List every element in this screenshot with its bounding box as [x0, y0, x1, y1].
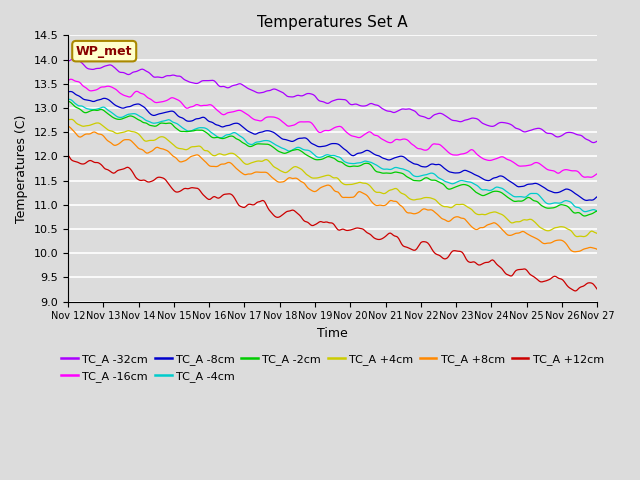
TC_A -4cm: [581, 209, 589, 215]
TC_A +8cm: [111, 143, 119, 148]
TC_A +8cm: [344, 194, 351, 200]
TC_A -4cm: [417, 173, 425, 179]
TC_A -16cm: [284, 123, 291, 129]
TC_A +12cm: [593, 287, 601, 292]
TC_A +12cm: [432, 251, 440, 257]
Line: TC_A -8cm: TC_A -8cm: [68, 92, 597, 201]
TC_A -16cm: [417, 146, 425, 152]
TC_A -16cm: [593, 171, 601, 177]
Line: TC_A +4cm: TC_A +4cm: [68, 120, 597, 237]
TC_A -2cm: [282, 150, 290, 156]
TC_A +4cm: [64, 117, 72, 122]
TC_A -32cm: [71, 56, 79, 62]
TC_A -2cm: [64, 98, 72, 104]
TC_A -8cm: [417, 163, 425, 169]
TC_A +12cm: [111, 170, 119, 176]
TC_A -2cm: [581, 213, 589, 219]
TC_A -8cm: [582, 198, 590, 204]
TC_A +12cm: [415, 241, 423, 247]
Line: TC_A -4cm: TC_A -4cm: [68, 99, 597, 212]
TC_A -16cm: [586, 174, 594, 180]
TC_A -4cm: [78, 103, 86, 109]
TC_A -4cm: [65, 96, 73, 102]
TC_A -4cm: [346, 160, 353, 166]
TC_A -32cm: [589, 140, 597, 145]
TC_A -32cm: [593, 138, 601, 144]
TC_A -8cm: [64, 89, 72, 95]
TC_A +8cm: [572, 249, 579, 255]
TC_A -4cm: [433, 174, 441, 180]
X-axis label: Time: Time: [317, 327, 348, 340]
TC_A +12cm: [282, 209, 290, 215]
TC_A -4cm: [593, 208, 601, 214]
TC_A +8cm: [415, 209, 423, 215]
TC_A -4cm: [284, 147, 291, 153]
TC_A -8cm: [433, 162, 441, 168]
TC_A +4cm: [415, 196, 423, 202]
TC_A +8cm: [432, 210, 440, 216]
Legend: TC_A -32cm, TC_A -16cm, TC_A -8cm, TC_A -4cm, TC_A -2cm, TC_A +4cm, TC_A +8cm, T: TC_A -32cm, TC_A -16cm, TC_A -8cm, TC_A …: [57, 350, 609, 386]
TC_A -4cm: [113, 113, 120, 119]
TC_A +4cm: [432, 197, 440, 203]
TC_A -8cm: [284, 137, 291, 143]
TC_A -16cm: [78, 82, 86, 87]
TC_A -8cm: [78, 95, 86, 101]
TC_A -2cm: [432, 178, 440, 183]
Line: TC_A -2cm: TC_A -2cm: [68, 101, 597, 216]
TC_A -2cm: [77, 107, 84, 112]
TC_A -4cm: [64, 96, 72, 102]
TC_A -2cm: [593, 208, 601, 214]
TC_A +12cm: [64, 152, 72, 157]
TC_A +4cm: [344, 182, 351, 188]
TC_A -32cm: [113, 66, 120, 72]
TC_A -8cm: [593, 194, 601, 200]
TC_A -32cm: [346, 100, 353, 106]
TC_A +8cm: [77, 134, 84, 140]
TC_A -8cm: [113, 103, 120, 108]
TC_A +4cm: [77, 122, 84, 128]
Line: TC_A -32cm: TC_A -32cm: [68, 59, 597, 143]
TC_A -16cm: [67, 76, 75, 82]
Y-axis label: Temperatures (C): Temperatures (C): [15, 114, 28, 223]
TC_A -32cm: [433, 111, 441, 117]
TC_A -2cm: [344, 163, 351, 169]
TC_A -2cm: [415, 178, 423, 184]
Line: TC_A +8cm: TC_A +8cm: [68, 126, 597, 252]
Line: TC_A -16cm: TC_A -16cm: [68, 79, 597, 177]
TC_A +8cm: [64, 123, 72, 129]
Text: WP_met: WP_met: [76, 45, 132, 58]
TC_A +4cm: [111, 130, 119, 135]
TC_A -8cm: [346, 150, 353, 156]
TC_A -16cm: [64, 78, 72, 84]
TC_A +8cm: [282, 178, 290, 183]
TC_A +12cm: [572, 288, 579, 294]
Line: TC_A +12cm: TC_A +12cm: [68, 155, 597, 291]
TC_A +4cm: [282, 170, 290, 176]
TC_A -32cm: [64, 59, 72, 64]
TC_A -2cm: [111, 116, 119, 121]
TC_A -32cm: [284, 93, 291, 99]
TC_A +4cm: [593, 230, 601, 236]
TC_A -32cm: [417, 113, 425, 119]
TC_A +12cm: [344, 228, 351, 233]
TC_A -16cm: [113, 87, 120, 93]
Title: Temperatures Set A: Temperatures Set A: [257, 15, 408, 30]
TC_A +4cm: [580, 234, 588, 240]
TC_A -16cm: [346, 132, 353, 137]
TC_A -8cm: [67, 89, 75, 95]
TC_A -32cm: [78, 60, 86, 66]
TC_A +12cm: [77, 161, 84, 167]
TC_A +8cm: [593, 247, 601, 252]
TC_A -16cm: [433, 141, 441, 147]
